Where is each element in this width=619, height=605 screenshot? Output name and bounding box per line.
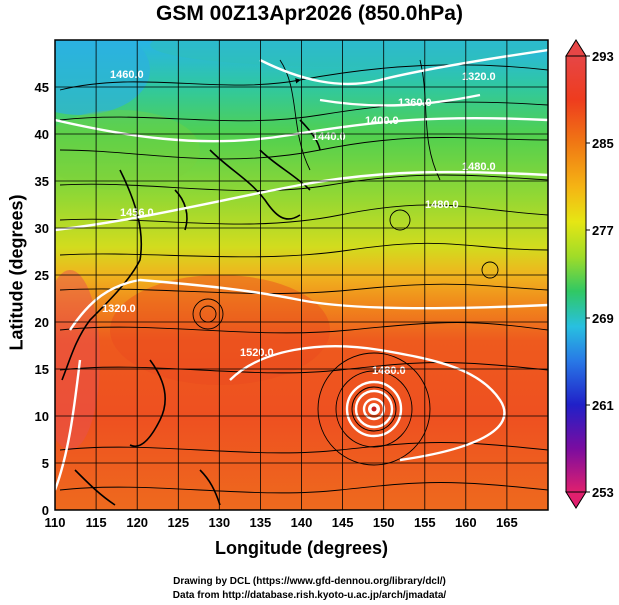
x-tick-label: 165 [496,515,518,530]
colorbar-tick-label: 253 [592,485,614,500]
plot-frame [54,39,549,511]
contour-label: 1320.0 [462,71,496,83]
contour-label: 1480.0 [462,161,496,173]
y-tick-label: 20 [35,315,49,330]
y-tick-label: 0 [42,503,49,518]
colorbar-tick-label: 261 [592,398,614,413]
colorbar-tick-label: 269 [592,311,614,326]
y-tick-label: 30 [35,221,49,236]
wind-streamlines [59,59,548,494]
x-tick-label: 110 [45,515,66,530]
y-tick-label: 10 [35,409,49,424]
y-tick-label: 35 [35,174,49,189]
x-tick-labels: 110 115 120 125 130 135 140 145 150 155 … [45,515,518,530]
x-tick-label: 130 [208,515,230,530]
x-tick-label: 155 [414,515,436,530]
coastlines [61,119,321,506]
contour-label: 1480.0 [425,199,459,211]
geopotential-contours [55,48,548,491]
x-tick-label: 150 [373,515,395,530]
contour-label: 1440.0 [312,131,346,143]
colorbar: 293 285 277 269 261 253 [565,39,614,509]
y-tick-label: 40 [35,127,49,142]
x-tick-label: 135 [250,515,272,530]
x-tick-label: 145 [332,515,354,530]
y-tick-label: 5 [42,456,49,471]
x-tick-label: 140 [291,515,313,530]
contour-label: 1480.0 [372,365,406,377]
x-tick-label: 120 [126,515,148,530]
contour-label: 1520.0 [240,347,274,359]
contour-label: 1320.0 [102,303,136,315]
credit-data: Data from http://database.rish.kyoto-u.a… [172,590,447,601]
colorbar-tick-label: 293 [592,49,614,64]
credit-drawing: Drawing by DCL (https://www.gfd-dennou.o… [173,576,446,587]
colorbar-top-arrow [565,39,587,57]
contour-label: 1360.0 [398,97,432,109]
colorbar-tick-label: 285 [592,136,614,151]
x-tick-label: 125 [167,515,189,530]
y-tick-label: 25 [35,268,49,283]
y-tick-labels: 0 5 10 15 20 25 30 35 40 45 [35,80,49,518]
cyclone-center [368,403,380,415]
colorbar-scale [565,55,587,493]
latlon-grid [55,40,548,510]
x-tick-label: 115 [86,515,107,530]
contour-label: 1460.0 [110,69,144,81]
chart-title: GSM 00Z13Apr2026 (850.0hPa) [156,2,463,25]
colorbar-tick-label: 277 [592,223,614,238]
contour-label: 1400.0 [365,115,399,127]
y-tick-label: 45 [35,80,49,95]
colorbar-bottom-arrow [565,491,587,509]
y-tick-label: 15 [35,362,49,377]
x-axis-label: Longitude (degrees) [214,538,388,558]
x-tick-label: 160 [455,515,477,530]
